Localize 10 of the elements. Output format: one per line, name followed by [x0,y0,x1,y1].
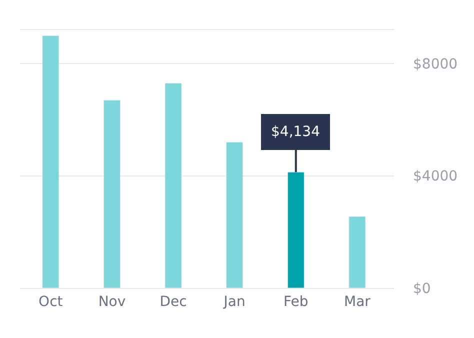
x-tick-label: Oct [38,294,64,310]
annotation: $4,134 [271,124,320,140]
x-tick-label: Jan [222,294,246,310]
x-tick-label: Feb [284,294,308,310]
y-tick-label: $0 [413,280,431,297]
x-tick-label: Nov [98,294,126,310]
x-tick-label: Mar [344,294,371,310]
x-tick-label: Dec [160,294,187,310]
y-tick-label: $4000 [413,168,458,185]
y-tick-label: $8000 [413,56,458,73]
